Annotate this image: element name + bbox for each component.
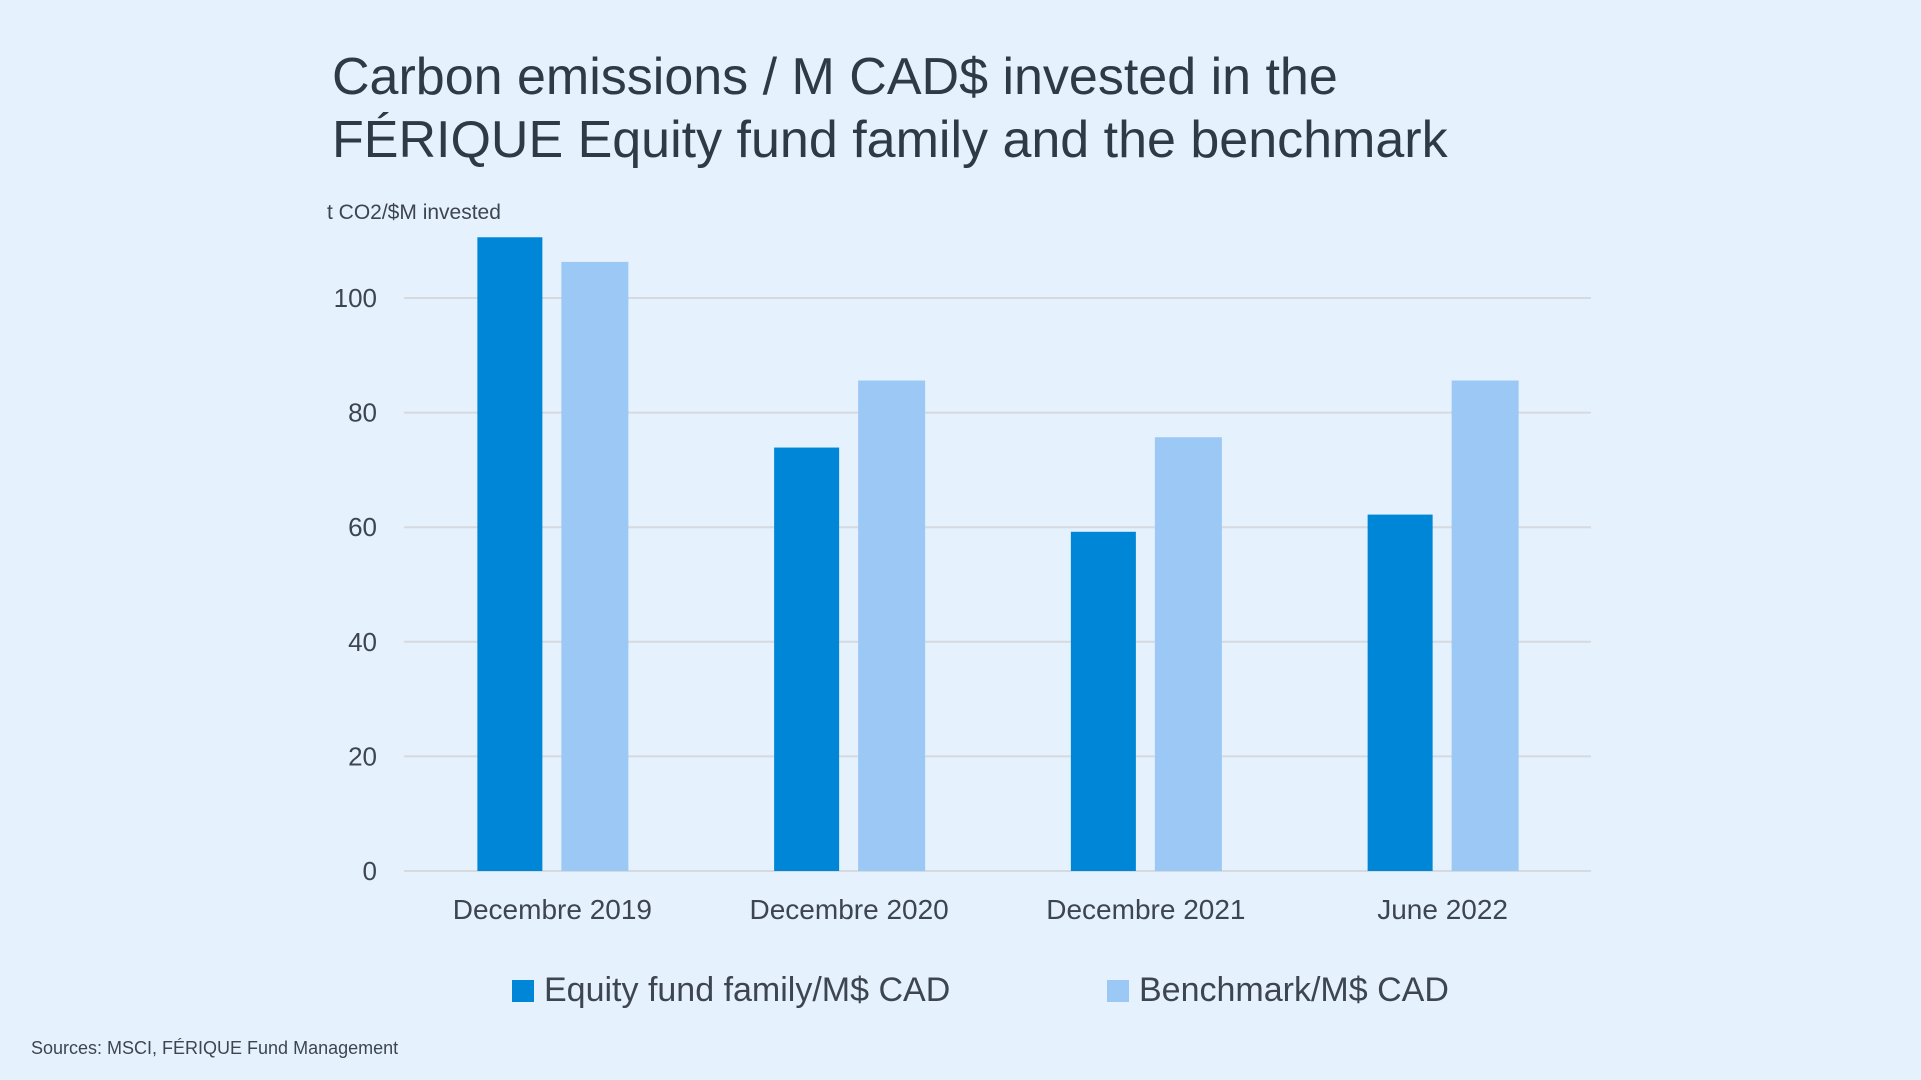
- y-tick-label: 60: [348, 512, 377, 542]
- y-axis-label: t CO2/$M invested: [327, 201, 501, 224]
- legend-label-benchmark: Benchmark/M$ CAD: [1139, 971, 1449, 1009]
- x-tick-label: June 2022: [1377, 894, 1508, 925]
- bar-equity: [477, 237, 543, 872]
- legend-label-equity: Equity fund family/M$ CAD: [544, 971, 951, 1009]
- bar-equity: [1070, 531, 1136, 871]
- legend-item-benchmark: Benchmark/M$ CAD: [1107, 971, 1449, 1010]
- bar-equity: [1367, 514, 1433, 871]
- chart-title-line-2: FÉRIQUE Equity fund family and the bench…: [332, 111, 1448, 169]
- y-tick-label: 0: [363, 856, 377, 886]
- bar-benchmark: [1451, 380, 1519, 871]
- y-tick-label: 80: [348, 398, 377, 428]
- y-tick-label: 100: [334, 283, 377, 313]
- x-tick-label: Decembre 2020: [750, 894, 949, 925]
- legend-item-equity: Equity fund family/M$ CAD: [512, 971, 950, 1010]
- legend-swatch-equity: [512, 979, 534, 1002]
- y-tick-label: 20: [348, 741, 377, 771]
- bar-equity: [774, 447, 840, 871]
- x-tick-label: Decembre 2019: [453, 894, 652, 925]
- bar-benchmark: [858, 380, 926, 871]
- y-tick-label: 40: [348, 627, 377, 657]
- x-tick-label: Decembre 2021: [1046, 894, 1245, 925]
- bar-benchmark: [561, 261, 629, 871]
- chart-title: Carbon emissions / M CAD$ invested in th…: [332, 46, 1448, 172]
- sources-note: Sources: MSCI, FÉRIQUE Fund Management: [31, 1038, 399, 1058]
- legend-swatch-benchmark: [1107, 979, 1129, 1002]
- chart-title-line-1: Carbon emissions / M CAD$ invested in th…: [332, 48, 1338, 106]
- bar-benchmark: [1154, 437, 1222, 871]
